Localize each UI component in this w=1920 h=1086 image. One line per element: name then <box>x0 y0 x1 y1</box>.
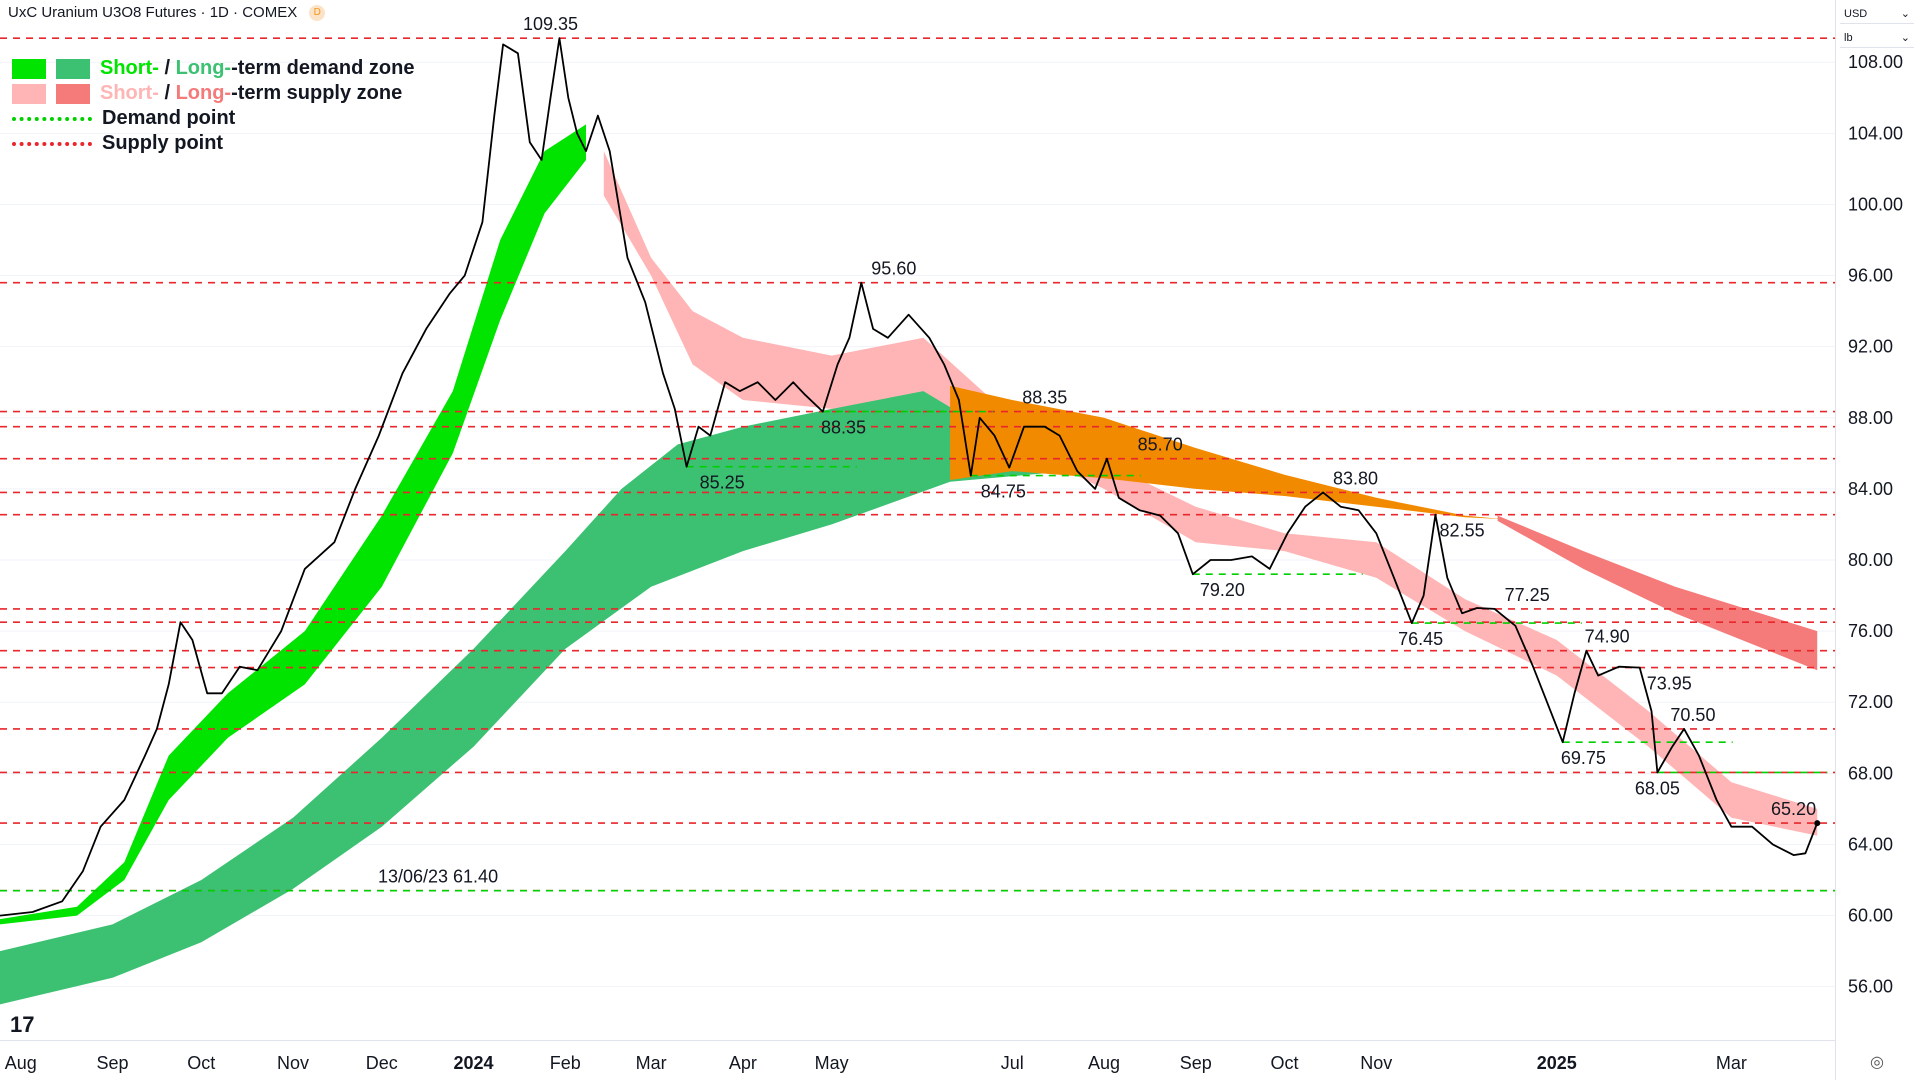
chart-area[interactable]: 109.35 95.60 88.35 85.70 83.80 88.35 85.25 84.7… <box>0 0 1835 1040</box>
price-tick-label: 56.00 <box>1848 977 1893 997</box>
price-annotation: 88.35 <box>821 418 866 438</box>
price-annotation: 82.55 <box>1440 521 1485 541</box>
short-supply-swatch <box>12 83 46 104</box>
price-series-line <box>0 37 1819 917</box>
short-demand-swatch <box>12 58 46 79</box>
time-tick-label: Mar <box>1716 1053 1747 1073</box>
legend-demand-point-label: Demand point <box>102 107 236 129</box>
legend-rest-text: -term supply zone <box>231 82 403 104</box>
time-tick-label: Jul <box>1001 1053 1024 1073</box>
price-annotation: 109.35 <box>523 14 578 34</box>
long-demand-swatch <box>56 58 90 79</box>
legend: Short- / Long- -term demand zone Short- /… <box>12 56 414 156</box>
time-tick-label: 2025 <box>1537 1053 1577 1073</box>
price-tick-label: 104.00 <box>1848 123 1903 143</box>
price-axis-ticks: 56.00 60.00 64.00 68.00 72.00 76.00 80.00 84.00… <box>1848 52 1903 997</box>
last-price-point <box>1814 820 1821 827</box>
price-tick-label: 72.00 <box>1848 692 1893 712</box>
chevron-down-icon: ⌄ <box>1900 32 1910 44</box>
price-annotation: 68.05 <box>1635 778 1680 798</box>
legend-rest-text: -term demand zone <box>231 57 415 79</box>
legend-demand-point: Demand point <box>12 106 414 131</box>
overlap-zone <box>950 385 1504 520</box>
price-annotation: 13/06/23 61.40 <box>378 867 498 887</box>
legend-short-text: Short- <box>100 57 159 79</box>
long-demand-zone <box>0 384 1069 1005</box>
price-tick-label: 64.00 <box>1848 834 1893 854</box>
short-demand-zone <box>0 124 586 925</box>
demand-dash-swatch <box>12 116 92 121</box>
legend-supply-point: Supply point <box>12 131 414 156</box>
chevron-down-icon: ⌄ <box>1900 8 1910 20</box>
time-tick-label: Dec <box>366 1053 398 1073</box>
legend-long-text: Long- <box>175 57 232 79</box>
tradingview-logo[interactable]: 17 <box>10 1012 35 1037</box>
time-tick-label: Aug <box>1088 1053 1120 1073</box>
price-annotation: 77.25 <box>1505 585 1550 605</box>
price-tick-label: 100.00 <box>1848 194 1903 214</box>
price-annotation: 70.50 <box>1670 705 1715 725</box>
price-tick-label: 80.00 <box>1848 550 1893 570</box>
time-tick-label: Nov <box>1360 1053 1392 1073</box>
price-annotation: 74.90 <box>1585 627 1630 647</box>
time-tick-label: Feb <box>550 1053 581 1073</box>
time-tick-label: Oct <box>1270 1053 1298 1073</box>
price-tick-label: 68.00 <box>1848 763 1893 783</box>
price-annotation: 73.95 <box>1647 674 1692 694</box>
price-tick-label: 108.00 <box>1848 52 1903 72</box>
long-supply-zone <box>1497 515 1818 671</box>
price-annotation: 83.80 <box>1333 468 1378 488</box>
short-supply-zone <box>603 151 1818 836</box>
legend-supply-point-label: Supply point <box>102 132 224 154</box>
time-axis[interactable]: Aug Sep Oct Nov Dec 2024 Feb Mar Apr May Jul Aug Sep… <box>0 1040 1835 1081</box>
price-annotation: 88.35 <box>1022 388 1067 408</box>
legend-short-text: Short- <box>100 82 159 104</box>
price-annotation: 69.75 <box>1561 748 1606 768</box>
unit-selector[interactable]: lb ⌄ <box>1840 28 1914 48</box>
price-tick-label: 76.00 <box>1848 621 1893 641</box>
time-tick-label: Mar <box>636 1053 667 1073</box>
price-annotation: 65.20 <box>1771 799 1816 819</box>
price-annotation: 76.45 <box>1398 629 1443 649</box>
unit-label: lb <box>1844 31 1853 44</box>
supply-dash-swatch <box>12 141 92 146</box>
time-axis-ticks: Aug Sep Oct Nov Dec 2024 Feb Mar Apr May Jul Aug Sep… <box>5 1053 1747 1073</box>
time-tick-label: Nov <box>277 1053 309 1073</box>
currency-selector[interactable]: USD ⌄ <box>1840 4 1914 24</box>
symbol-title[interactable]: UxC Uranium U3O8 Futures · 1D · COMEX <box>8 4 298 21</box>
price-annotation: 84.75 <box>981 482 1026 502</box>
long-supply-swatch <box>56 83 90 104</box>
legend-supply-zone: Short- / Long- -term supply zone <box>12 81 414 106</box>
price-annotation: 85.25 <box>700 473 745 493</box>
gear-icon[interactable]: ◎ <box>1870 1054 1884 1071</box>
currency-label: USD <box>1844 7 1868 20</box>
price-tick-label: 84.00 <box>1848 479 1893 499</box>
time-tick-label: Sep <box>1180 1053 1212 1073</box>
time-tick-label: Apr <box>729 1053 757 1073</box>
legend-sep-text: / <box>158 82 176 104</box>
time-tick-label: Aug <box>5 1053 37 1073</box>
price-axis[interactable]: 56.00 60.00 64.00 68.00 72.00 76.00 80.00 84.00… <box>1835 0 1920 1080</box>
chart-header: UxC Uranium U3O8 Futures · 1D · COMEX D <box>8 4 326 21</box>
price-tick-label: 60.00 <box>1848 906 1893 926</box>
price-tick-label: 96.00 <box>1848 266 1893 286</box>
delayed-data-badge[interactable]: D <box>309 4 326 21</box>
legend-sep-text: / <box>158 57 176 79</box>
price-tick-label: 88.00 <box>1848 408 1893 428</box>
price-tick-label: 92.00 <box>1848 337 1893 357</box>
price-annotation: 95.60 <box>871 259 916 279</box>
time-tick-label: Sep <box>96 1053 128 1073</box>
time-tick-label: 2024 <box>454 1053 494 1073</box>
time-tick-label: Oct <box>187 1053 215 1073</box>
price-annotation: 79.20 <box>1200 580 1245 600</box>
chart-plot[interactable]: 109.35 95.60 88.35 85.70 83.80 88.35 85.25 84.7… <box>0 0 1835 1040</box>
legend-long-text: Long- <box>175 82 232 104</box>
legend-demand-zone: Short- / Long- -term demand zone <box>12 56 414 81</box>
price-annotation: 85.70 <box>1138 435 1183 455</box>
time-tick-label: May <box>815 1053 849 1073</box>
